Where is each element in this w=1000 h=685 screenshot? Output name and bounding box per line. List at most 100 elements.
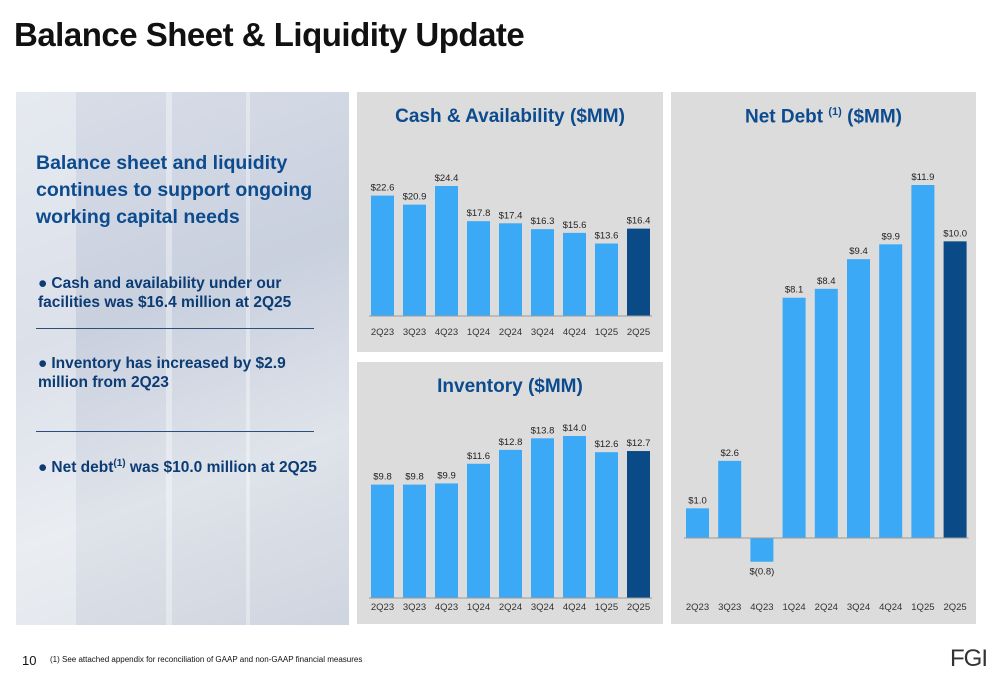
bar-1Q25 bbox=[595, 243, 618, 316]
category-label: 2Q24 bbox=[815, 602, 838, 613]
category-label: 2Q24 bbox=[499, 602, 522, 613]
data-label: $12.8 bbox=[499, 437, 523, 448]
bar-2Q24 bbox=[499, 449, 522, 598]
bar-1Q24 bbox=[782, 297, 806, 538]
category-label: 3Q23 bbox=[403, 602, 426, 613]
data-label: $22.6 bbox=[371, 183, 395, 194]
bar-1Q25 bbox=[911, 185, 935, 538]
bar-4Q23 bbox=[435, 186, 458, 316]
bullet-cash: ● Cash and availability under our facilit… bbox=[38, 274, 328, 312]
background-shape bbox=[166, 92, 172, 625]
category-label: 3Q23 bbox=[718, 602, 741, 613]
bullet-inventory: ● Inventory has increased by $2.9 million… bbox=[38, 354, 328, 392]
bar-4Q24 bbox=[563, 436, 586, 598]
chart-title: Net Debt (1) ($MM) bbox=[671, 106, 976, 128]
data-label: $16.4 bbox=[627, 216, 651, 227]
data-label: $16.3 bbox=[531, 216, 555, 227]
bullet-text: Inventory has increased by $2.9 million … bbox=[38, 355, 286, 391]
data-label: $9.8 bbox=[405, 472, 424, 483]
data-label: $9.8 bbox=[373, 472, 392, 483]
category-label: 4Q23 bbox=[750, 602, 773, 613]
bullet-net-debt: ● Net debt(1) was $10.0 million at 2Q25 bbox=[38, 454, 328, 477]
net-debt-panel: Net Debt (1) ($MM) $1.0 2Q23 $2.6 3Q23 $(0.8… bbox=[671, 92, 976, 624]
left-panel: Balance sheet and liquidity continues to… bbox=[16, 92, 349, 625]
panel-headline: Balance sheet and liquidity continues to… bbox=[36, 152, 313, 228]
background-shape bbox=[246, 92, 250, 625]
category-label: 2Q24 bbox=[499, 327, 522, 338]
data-label: $17.8 bbox=[467, 208, 491, 219]
bar-3Q23 bbox=[403, 204, 426, 316]
data-label: $11.9 bbox=[911, 172, 934, 183]
category-label: 1Q24 bbox=[467, 602, 490, 613]
cash-availability-chart: $22.6 2Q23 $20.9 3Q23 $24.4 4Q23 $17.8 1Q24 $17.… bbox=[369, 173, 652, 338]
inventory-panel: Inventory ($MM) $9.8 2Q23 $9.8 3Q23 $9.9 4Q23… bbox=[357, 362, 663, 624]
category-label: 4Q24 bbox=[879, 602, 902, 613]
data-label: $15.6 bbox=[563, 220, 587, 231]
category-label: 3Q24 bbox=[847, 602, 870, 613]
bar-2Q25 bbox=[943, 241, 967, 539]
category-label: 3Q24 bbox=[531, 327, 554, 338]
bar-3Q23 bbox=[403, 484, 426, 598]
category-label: 4Q23 bbox=[435, 327, 458, 338]
bar-1Q24 bbox=[467, 463, 490, 598]
net-debt-chart: $1.0 2Q23 $2.6 3Q23 $(0.8) 4Q23 $8.1 1Q24 $8.4 2Q… bbox=[684, 172, 969, 613]
bar-2Q24 bbox=[814, 288, 838, 538]
category-label: 2Q25 bbox=[627, 327, 650, 338]
bar-4Q24 bbox=[563, 232, 586, 316]
cash-availability-panel: Cash & Availability ($MM) $22.6 2Q23 $20.9… bbox=[357, 92, 663, 352]
category-label: 1Q25 bbox=[595, 327, 618, 338]
bullet-dot: ● bbox=[38, 275, 48, 292]
company-logo: FGI bbox=[950, 645, 988, 672]
bar-4Q24 bbox=[879, 244, 903, 538]
chart-title-text: ($MM) bbox=[841, 106, 902, 128]
data-label: $11.6 bbox=[467, 451, 490, 462]
category-label: 4Q24 bbox=[563, 327, 586, 338]
data-label: $1.0 bbox=[688, 495, 707, 506]
divider bbox=[36, 431, 314, 432]
footnote: (1) See attached appendix for reconcilia… bbox=[50, 655, 363, 664]
bar-2Q23 bbox=[371, 484, 394, 598]
data-label: $14.0 bbox=[563, 423, 587, 434]
chart-title-text: Net Debt bbox=[744, 106, 829, 128]
category-label: 3Q23 bbox=[403, 327, 426, 338]
bar-2Q25 bbox=[627, 228, 650, 316]
background-shape bbox=[16, 92, 76, 625]
data-label: $8.4 bbox=[817, 276, 836, 287]
data-label: $20.9 bbox=[403, 192, 427, 203]
bullet-dot: ● bbox=[38, 459, 48, 477]
category-label: 4Q24 bbox=[563, 602, 586, 613]
category-label: 2Q25 bbox=[627, 602, 650, 613]
chart-title: Inventory ($MM) bbox=[437, 376, 583, 397]
bar-4Q23 bbox=[750, 538, 774, 562]
bullet-dot: ● bbox=[38, 355, 48, 372]
bullet-text: Cash and availability under our faciliti… bbox=[38, 275, 292, 311]
divider bbox=[36, 328, 314, 329]
footnote-marker: (1) bbox=[828, 106, 842, 118]
data-label: $2.6 bbox=[720, 448, 739, 459]
bullet-text: Net debt bbox=[51, 459, 114, 477]
category-label: 2Q23 bbox=[371, 327, 394, 338]
bar-2Q23 bbox=[371, 195, 394, 316]
page-title: Balance Sheet & Liquidity Update bbox=[14, 16, 525, 53]
bar-3Q24 bbox=[847, 259, 870, 538]
category-label: 2Q23 bbox=[686, 602, 709, 613]
bullet-text: was $10.0 million at 2Q25 bbox=[125, 459, 317, 477]
category-label: 2Q23 bbox=[371, 602, 394, 613]
data-label: $10.0 bbox=[943, 228, 967, 239]
bar-2Q25 bbox=[627, 451, 650, 598]
bar-3Q23 bbox=[718, 460, 742, 538]
data-label: $8.1 bbox=[785, 285, 804, 296]
category-label: 1Q24 bbox=[467, 327, 490, 338]
data-label: $(0.8) bbox=[749, 567, 774, 578]
category-label: 4Q23 bbox=[435, 602, 458, 613]
data-label: $12.6 bbox=[595, 439, 619, 450]
page-number: 10 bbox=[22, 653, 37, 668]
data-label: $24.4 bbox=[435, 173, 459, 184]
data-label: $9.9 bbox=[881, 231, 900, 242]
category-label: 3Q24 bbox=[531, 602, 554, 613]
footnote-marker: (1) bbox=[113, 458, 126, 469]
bar-2Q24 bbox=[499, 223, 522, 316]
data-label: $13.8 bbox=[531, 425, 555, 436]
data-label: $9.4 bbox=[849, 246, 868, 257]
bar-2Q23 bbox=[686, 508, 709, 538]
